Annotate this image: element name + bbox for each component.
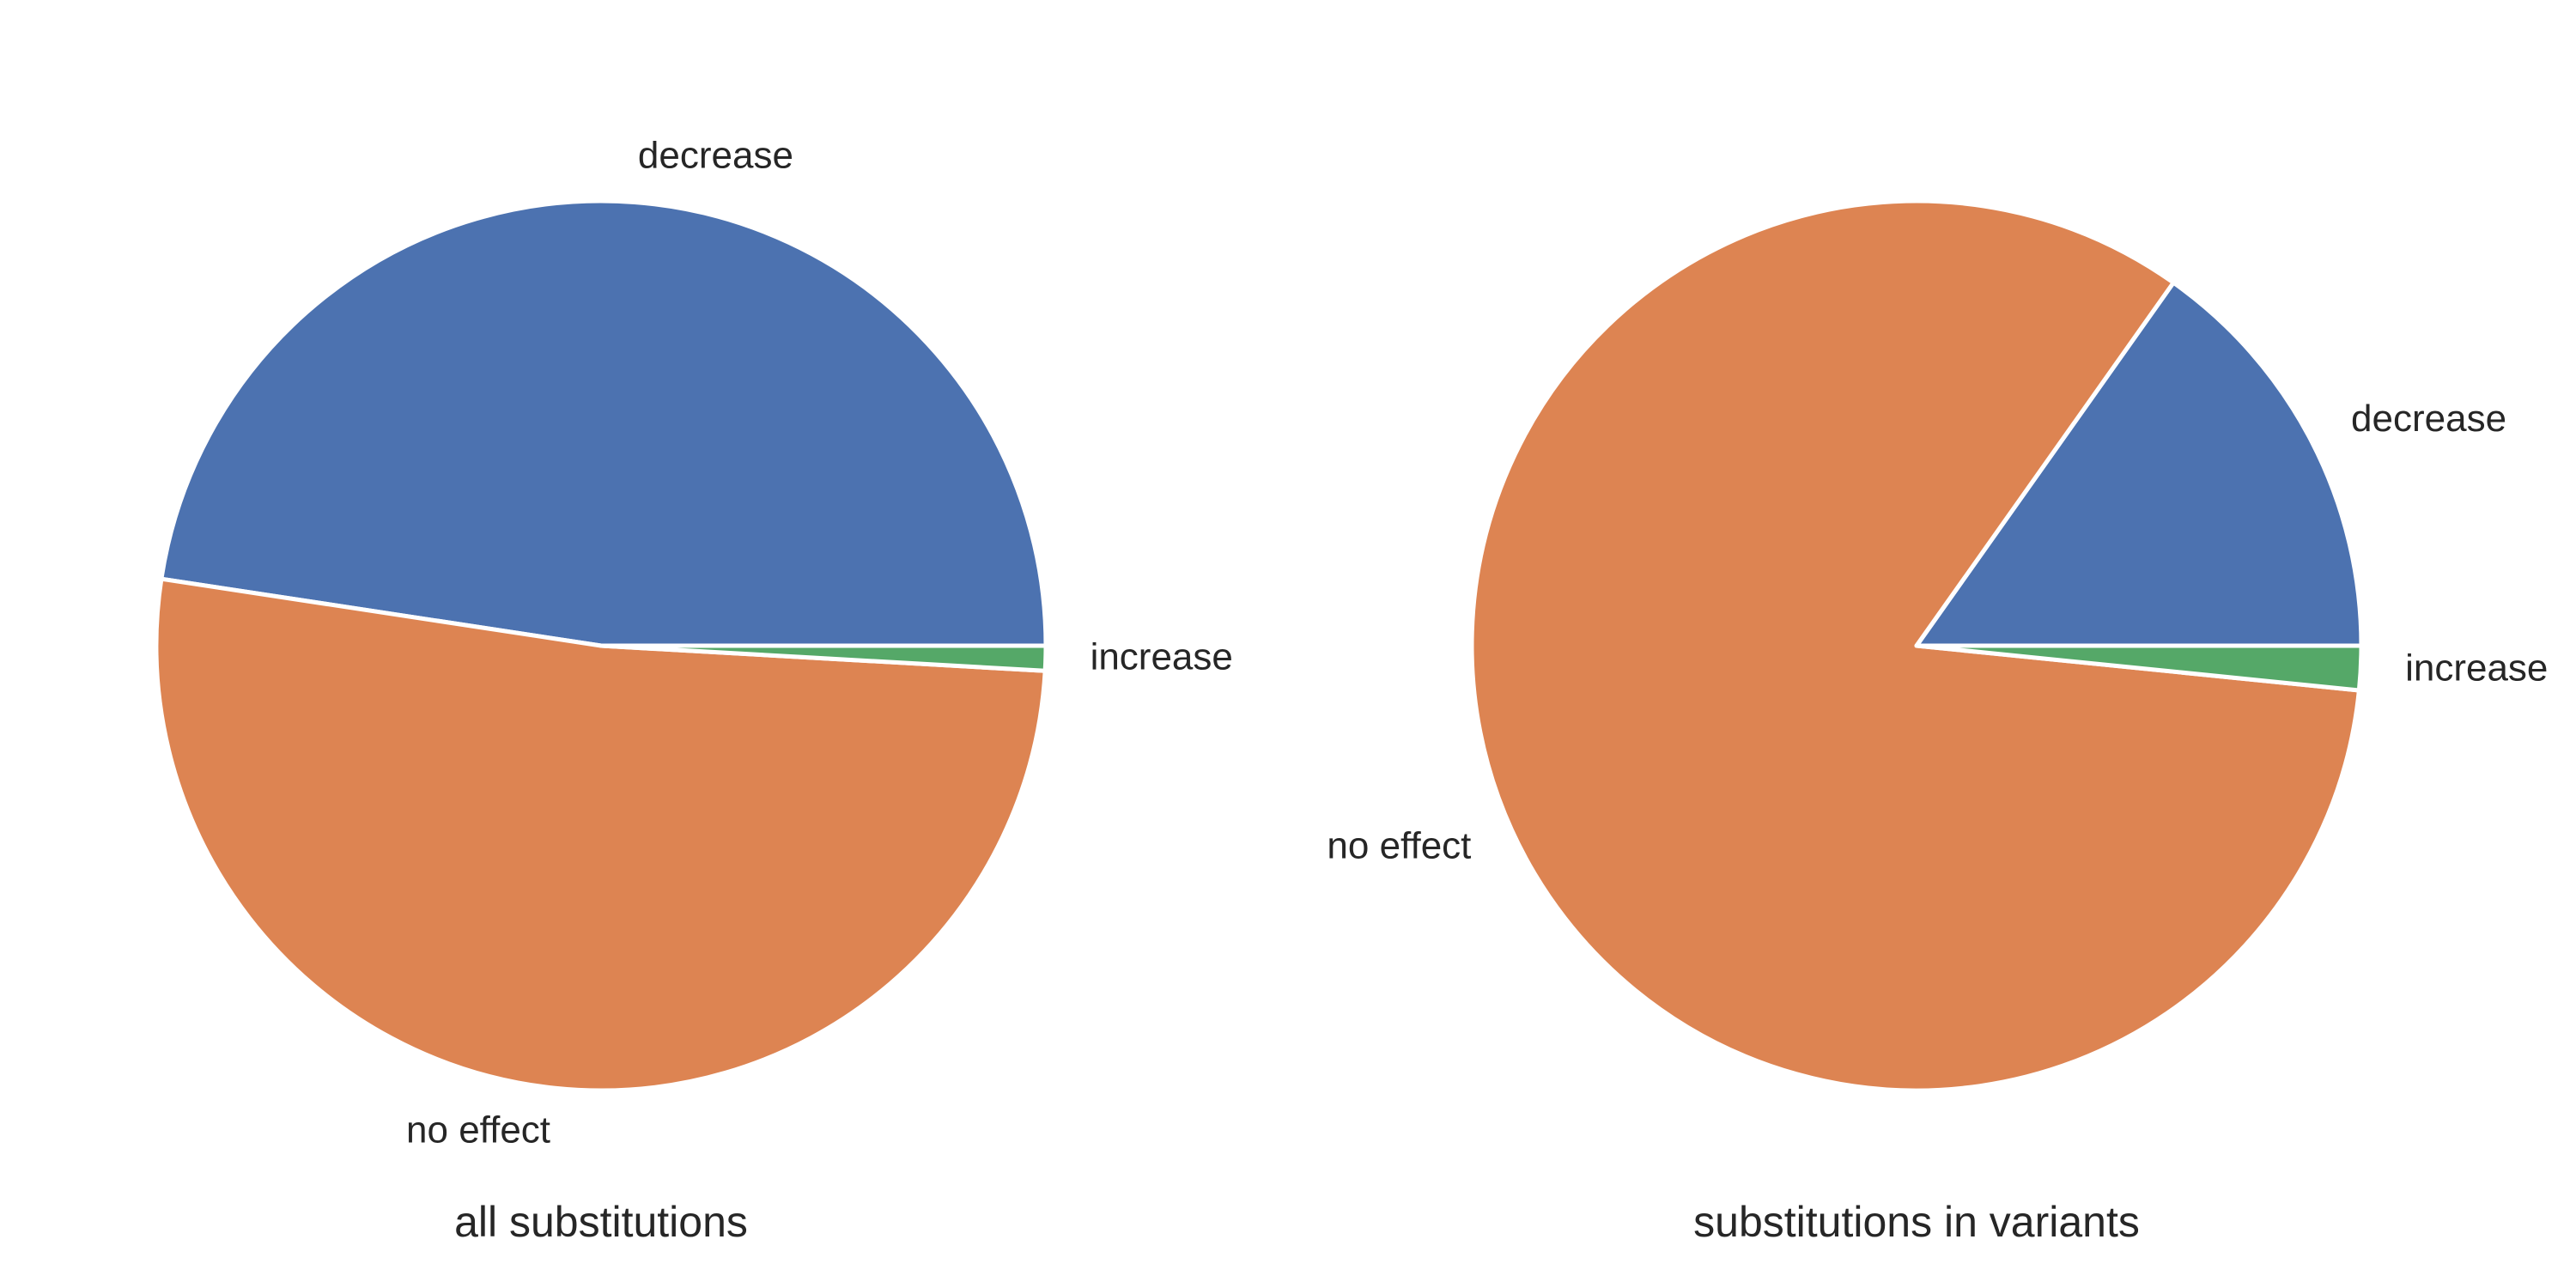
chart-title-substitutions-in-variants: substitutions in variants — [1693, 1198, 2140, 1246]
slice-label-no-effect: no effect — [1327, 825, 1471, 867]
slice-label-no-effect: no effect — [406, 1109, 550, 1151]
slice-label-decrease: decrease — [638, 134, 793, 176]
pie-slice-decrease — [1914, 280, 2364, 648]
chart-title-all-substitutions: all substitutions — [454, 1198, 748, 1246]
slice-label-increase: increase — [1091, 636, 1233, 678]
pie-slice-increase — [1914, 643, 2364, 693]
pie-slice-no-effect — [154, 576, 1048, 1093]
pie-slice-decrease — [159, 198, 1048, 648]
pie-slice-increase — [598, 643, 1048, 673]
pie-chart-all-substitutions: decrease no effect increase — [154, 134, 1233, 1151]
pie-chart-substitutions-in-variants: decrease no effect increase — [1327, 198, 2548, 1093]
slice-label-increase: increase — [2405, 647, 2548, 689]
slice-label-decrease: decrease — [2351, 398, 2506, 440]
